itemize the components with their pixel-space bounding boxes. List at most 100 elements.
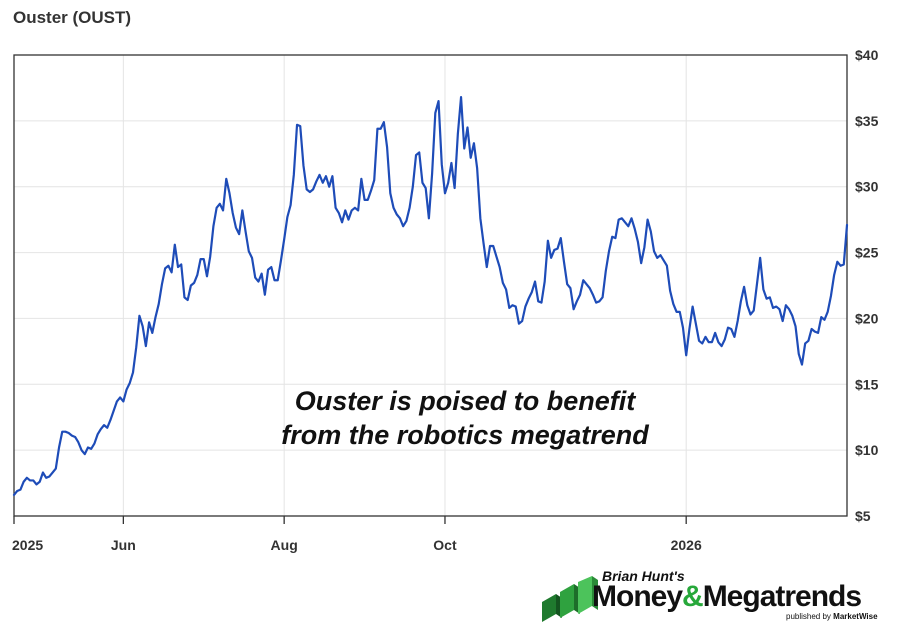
data-point <box>431 172 433 175</box>
price-line-series <box>12 96 849 497</box>
data-point <box>846 224 848 226</box>
data-point <box>370 190 372 192</box>
data-point <box>351 209 353 212</box>
chart-title: Ouster (OUST) <box>13 8 132 27</box>
data-point <box>560 237 562 239</box>
data-point <box>830 295 832 297</box>
data-point <box>740 300 742 302</box>
data-point <box>26 477 28 479</box>
data-point <box>598 300 600 302</box>
data-point <box>325 175 327 177</box>
data-point <box>206 275 208 277</box>
data-point <box>174 244 176 246</box>
data-point <box>775 305 777 308</box>
data-point <box>331 175 334 177</box>
data-point <box>595 302 597 304</box>
data-point <box>679 311 681 313</box>
data-point <box>749 313 752 316</box>
data-point <box>13 494 15 496</box>
data-point <box>708 341 710 343</box>
data-point <box>772 307 774 309</box>
data-point <box>119 396 121 399</box>
data-point <box>235 226 237 229</box>
data-point <box>254 277 256 279</box>
data-point <box>251 257 253 259</box>
data-point <box>293 174 295 176</box>
data-point <box>367 199 369 201</box>
data-point <box>389 192 391 194</box>
data-point <box>225 178 227 180</box>
data-point <box>794 325 797 327</box>
data-point <box>585 283 588 285</box>
data-point <box>698 340 700 342</box>
data-point <box>637 241 639 243</box>
data-point <box>145 345 147 347</box>
data-point <box>527 298 530 300</box>
data-point <box>193 282 195 284</box>
data-point <box>518 323 520 325</box>
data-point <box>627 225 629 227</box>
data-point <box>582 279 584 281</box>
data-point <box>640 262 642 264</box>
data-point <box>248 250 250 252</box>
data-point <box>801 363 803 366</box>
logo-megatrends: Megatrends <box>702 580 862 613</box>
data-point <box>457 133 459 135</box>
data-point <box>765 298 768 300</box>
data-point <box>55 467 57 470</box>
data-point <box>148 321 150 323</box>
data-point <box>180 263 182 266</box>
data-point <box>499 266 501 268</box>
data-point <box>466 126 469 129</box>
data-point <box>125 388 128 391</box>
logo-marketwise: MarketWise <box>833 612 878 621</box>
data-point <box>138 315 141 317</box>
data-point <box>396 213 398 215</box>
data-point <box>524 305 526 308</box>
data-point <box>228 192 231 194</box>
data-point <box>502 282 504 284</box>
data-point <box>476 167 478 169</box>
data-point <box>357 209 359 212</box>
data-point <box>283 238 285 240</box>
data-point <box>556 248 559 250</box>
data-point <box>199 258 202 260</box>
data-point <box>643 246 645 248</box>
data-point <box>241 209 243 212</box>
data-point <box>450 162 453 164</box>
data-point <box>412 186 414 188</box>
data-point <box>289 204 292 206</box>
data-point <box>306 188 308 190</box>
data-point <box>566 283 568 285</box>
data-point <box>511 304 514 306</box>
data-point <box>682 327 684 329</box>
data-point <box>611 236 613 238</box>
data-point <box>463 147 465 150</box>
data-point <box>216 207 218 209</box>
data-point <box>534 280 536 283</box>
annotation-line-2: from the robotics megatrend <box>281 420 649 450</box>
data-point <box>769 296 771 298</box>
data-point <box>589 287 591 289</box>
data-point <box>756 283 758 285</box>
data-point <box>190 284 192 287</box>
data-point <box>724 338 726 341</box>
data-point <box>666 265 668 267</box>
data-point <box>605 270 607 272</box>
data-point <box>167 265 169 267</box>
data-point <box>135 346 137 349</box>
data-point <box>360 178 362 180</box>
data-point <box>447 182 449 184</box>
y-axis: $40 $35 $30 $25 $20 $15 $10 $5 <box>855 47 879 524</box>
data-point <box>383 121 385 123</box>
data-point <box>569 287 572 289</box>
data-point <box>328 186 330 188</box>
data-point <box>746 304 748 306</box>
data-point <box>129 382 131 384</box>
data-point <box>74 436 76 438</box>
data-point <box>614 237 617 239</box>
logo-money: Money <box>592 580 683 613</box>
data-point <box>232 212 234 214</box>
data-point <box>177 266 179 268</box>
